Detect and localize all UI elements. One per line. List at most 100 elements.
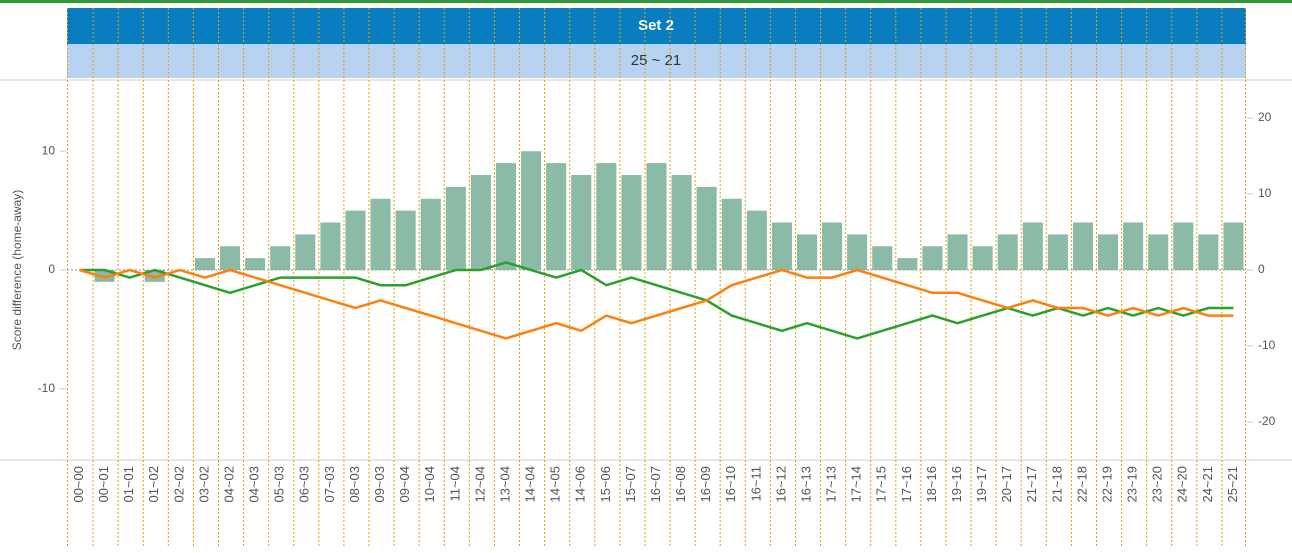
line-series: [79, 261, 1234, 340]
line-series: [79, 268, 1234, 340]
bar: [847, 234, 868, 270]
x-tick-label: 09~03: [372, 466, 387, 503]
bar: [1123, 222, 1144, 270]
x-tick-label: 25~21: [1225, 466, 1240, 503]
y2-tick-label: -10: [1258, 338, 1276, 352]
bar: [721, 198, 742, 270]
x-tick-label: 02~02: [171, 466, 186, 503]
bar: [1148, 234, 1169, 270]
bar: [571, 175, 592, 270]
bar: [997, 234, 1018, 270]
bar: [1047, 234, 1068, 270]
x-tick-label: 01~02: [146, 466, 161, 503]
x-tick-label: 12~04: [472, 466, 487, 503]
bar: [1097, 234, 1119, 270]
bar: [245, 258, 266, 270]
y2-axis-title: Running Sum of Action Type Score: [1280, 380, 1292, 548]
x-tick-label: 16~12: [773, 466, 788, 503]
bar: [144, 270, 165, 282]
x-tick-label: 20~17: [999, 466, 1014, 503]
bar: [696, 186, 717, 270]
x-tick-label: 04~03: [247, 466, 262, 503]
bar: [1173, 222, 1194, 270]
bar: [897, 258, 918, 270]
x-tick-label: 16~08: [673, 466, 688, 503]
bar: [922, 246, 943, 270]
subheader: 25 ~ 21: [631, 52, 681, 69]
x-tick-label: 17~16: [899, 466, 914, 503]
x-tick-label: 18~16: [924, 466, 939, 503]
x-tick-label: 16~09: [698, 466, 713, 503]
bar: [621, 175, 642, 270]
bar: [671, 175, 692, 270]
bar: [470, 175, 491, 270]
x-tick-label: 06~03: [297, 466, 312, 503]
x-tick-label: 11~04: [447, 466, 462, 502]
bar: [546, 163, 567, 270]
x-tick-label: 23~20: [1150, 466, 1165, 503]
bar: [947, 234, 968, 270]
x-tick-label: 22~18: [1074, 466, 1089, 503]
bar: [370, 198, 391, 270]
bar: [1072, 222, 1093, 270]
x-tick-label: 19~17: [974, 466, 989, 503]
bar: [796, 234, 818, 270]
x-tick-label: 08~03: [347, 466, 362, 503]
x-tick-label: 04~02: [221, 466, 236, 503]
bar: [1022, 222, 1043, 270]
x-tick-label: 22~19: [1099, 466, 1114, 503]
y2-tick-label: 0: [1258, 262, 1265, 276]
x-tick-label: 09~04: [397, 466, 412, 503]
bar: [972, 246, 993, 270]
bar: [596, 163, 617, 270]
x-tick-label: 15~06: [598, 466, 613, 503]
bar: [1223, 222, 1244, 270]
y-axis-title: Score difference (home-away): [10, 190, 24, 351]
x-tick-label: 19~16: [949, 466, 964, 503]
bar: [420, 198, 441, 270]
x-tick-label: 16~11: [748, 466, 763, 502]
x-tick-label: 17~13: [824, 466, 839, 503]
x-tick-label: 14~05: [548, 466, 563, 503]
x-tick-label: 00~00: [71, 466, 86, 503]
bar: [220, 246, 241, 270]
y-tick-label: -10: [38, 381, 56, 395]
y2-tick-label: 10: [1258, 186, 1272, 200]
header-bar: [67, 8, 1246, 44]
x-tick-label: 16~13: [798, 466, 813, 503]
y2-tick-label: 20: [1258, 110, 1272, 124]
header: Set 2: [638, 17, 674, 34]
x-tick-label: 24~21: [1200, 466, 1215, 503]
y-tick-label: 0: [48, 262, 55, 276]
bar: [194, 258, 216, 270]
x-tick-label: 10~04: [422, 466, 437, 503]
x-tick-label: 14~04: [523, 466, 538, 503]
x-tick-label: 07~03: [322, 466, 337, 503]
bar: [771, 222, 792, 270]
x-tick-label: 21~17: [1024, 466, 1039, 503]
x-tick-label: 17~14: [849, 466, 864, 503]
bar: [94, 270, 115, 282]
x-tick-label: 03~02: [196, 466, 211, 503]
x-tick-label: 14~06: [573, 466, 588, 503]
x-tick-label: 24~20: [1175, 466, 1190, 503]
x-tick-label: 16~07: [648, 466, 663, 503]
x-tick-label: 13~04: [497, 466, 512, 503]
y-tick-label: 10: [42, 143, 56, 157]
x-tick-label: 23~19: [1125, 466, 1140, 503]
top-border: [0, 0, 1292, 3]
x-tick-label: 16~10: [723, 466, 738, 503]
bar: [445, 186, 466, 270]
bar: [345, 210, 366, 270]
x-tick-label: 21~18: [1049, 466, 1064, 503]
bar: [495, 163, 517, 270]
bar: [646, 163, 667, 270]
bar: [521, 151, 542, 270]
x-tick-label: 15~07: [623, 466, 638, 503]
bar: [395, 210, 416, 270]
x-tick-label: 00~01: [96, 466, 111, 503]
x-tick-label: 01~01: [121, 466, 136, 503]
x-tick-label: 05~03: [272, 466, 287, 503]
bar: [822, 222, 843, 270]
